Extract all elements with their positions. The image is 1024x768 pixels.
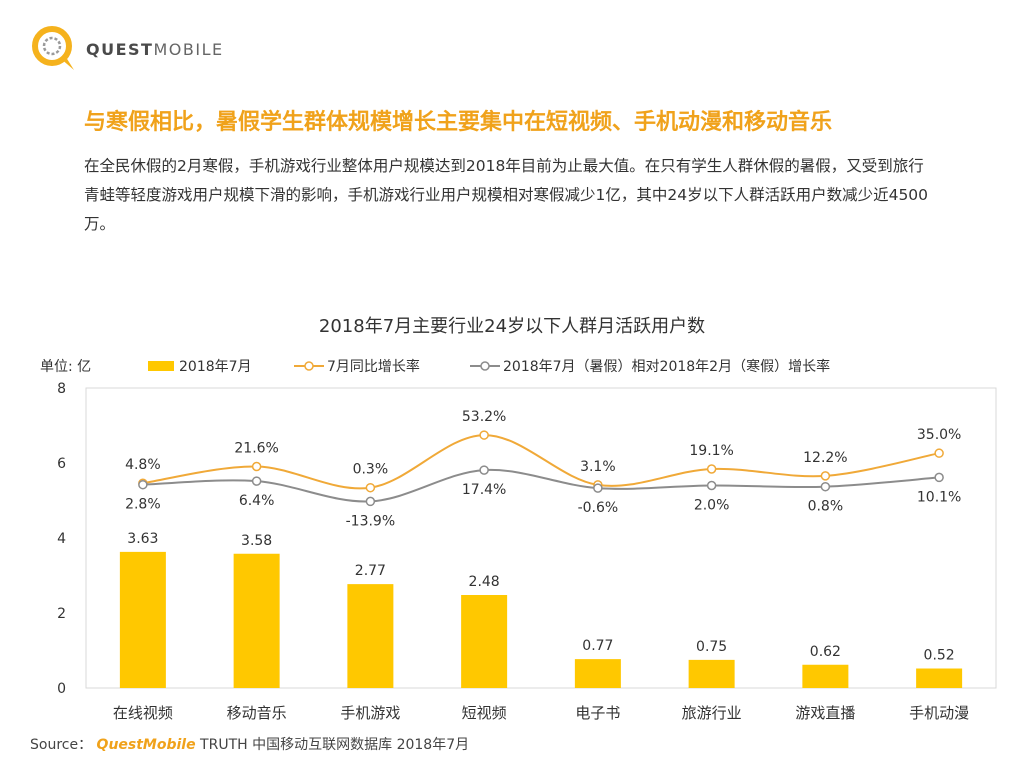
brand-name-bold: QUEST xyxy=(86,40,154,59)
point-vs-feb xyxy=(251,476,262,486)
point-vs-feb xyxy=(138,479,148,490)
legend-item-yoy: 7月同比增长率 xyxy=(294,356,420,376)
legend-yoy-swatch xyxy=(294,361,324,371)
y-tick-label: 0 xyxy=(57,681,66,697)
x-tick-label: 手机动漫 xyxy=(909,704,969,722)
y-tick-label: 2 xyxy=(57,606,66,622)
bar xyxy=(688,659,735,688)
line-yoy xyxy=(142,434,940,490)
label-vs-feb: -13.9% xyxy=(346,513,396,529)
legend-vs-feb-swatch xyxy=(470,361,500,371)
x-tick-label: 手机游戏 xyxy=(340,704,400,722)
point-yoy xyxy=(251,461,262,472)
x-tick-label: 游戏直播 xyxy=(795,704,855,722)
x-tick-label: 在线视频 xyxy=(113,704,173,722)
label-yoy: 21.6% xyxy=(234,441,278,457)
bar xyxy=(119,551,166,688)
unit-label: 单位: 亿 xyxy=(40,359,92,375)
y-tick-label: 8 xyxy=(57,381,66,397)
label-vs-feb: 17.4% xyxy=(462,482,506,498)
bar xyxy=(233,553,280,688)
description: 在全民休假的2月寒假，手机游戏行业整体用户规模达到2018年目前为止最大值。在只… xyxy=(84,157,929,233)
x-tick-label: 电子书 xyxy=(575,704,620,722)
source-text: TRUTH 中国移动互联网数据库 2018年7月 xyxy=(195,737,470,753)
bar xyxy=(916,668,963,688)
point-vs-feb xyxy=(365,496,376,507)
bar-value-label: 0.52 xyxy=(924,648,955,664)
bar xyxy=(574,659,621,688)
point-vs-feb xyxy=(479,465,489,475)
bar-value-label: 0.75 xyxy=(696,639,727,655)
label-vs-feb: 2.0% xyxy=(694,498,730,514)
bar-value-label: 3.58 xyxy=(241,533,272,549)
point-vs-feb xyxy=(593,483,603,493)
bar xyxy=(802,664,849,688)
point-yoy xyxy=(934,448,944,458)
point-vs-feb xyxy=(934,472,944,483)
legend-vs-feb-label: 2018年7月（暑假）相对2018年2月（寒假）增长率 xyxy=(503,359,831,375)
legend-yoy-label: 7月同比增长率 xyxy=(327,359,420,375)
bar-value-label: 0.77 xyxy=(582,638,613,654)
line-vs-feb xyxy=(142,468,940,503)
point-yoy xyxy=(820,471,831,481)
point-vs-feb xyxy=(820,481,831,492)
legend-item-vs-feb: 2018年7月（暑假）相对2018年2月（寒假）增长率 xyxy=(470,356,830,376)
label-yoy: 19.1% xyxy=(689,443,733,459)
label-yoy: 35.0% xyxy=(917,427,961,443)
point-yoy xyxy=(706,464,717,474)
point-yoy xyxy=(365,482,376,493)
y-tick-label: 6 xyxy=(57,456,66,472)
label-vs-feb: 0.8% xyxy=(808,499,844,515)
legend-bar-swatch xyxy=(148,361,174,371)
label-yoy: 3.1% xyxy=(580,459,616,475)
chart-title: 2018年7月主要行业24岁以下人群月活跃用户数 xyxy=(318,316,706,337)
brand-name-light: MOBILE xyxy=(153,40,224,59)
source-brand: QuestMobile xyxy=(96,737,196,753)
legend-bar-label: 2018年7月 xyxy=(179,359,252,375)
label-vs-feb: 10.1% xyxy=(917,489,961,505)
label-yoy: 0.3% xyxy=(353,462,389,478)
headline: 与寒假相比，暑假学生群体规模增长主要集中在短视频、手机动漫和移动音乐 xyxy=(84,110,833,135)
label-vs-feb: -0.6% xyxy=(578,500,619,516)
label-yoy: 12.2% xyxy=(803,450,847,466)
source-note: Source： QuestMobile TRUTH 中国移动互联网数据库 201… xyxy=(30,734,469,754)
bar-value-label: 3.63 xyxy=(127,531,158,547)
label-yoy: 4.8% xyxy=(125,457,161,473)
bar-value-label: 2.48 xyxy=(469,574,500,590)
label-yoy: 53.2% xyxy=(462,409,506,425)
point-vs-feb xyxy=(706,480,717,491)
label-vs-feb: 6.4% xyxy=(239,493,275,509)
brand-name: QUESTMOBILE xyxy=(86,40,224,59)
questmobile-logo-icon xyxy=(32,26,74,70)
source-label: Source： xyxy=(30,737,93,753)
x-tick-label: 移动音乐 xyxy=(227,704,287,722)
x-tick-label: 旅游行业 xyxy=(682,704,742,722)
bar xyxy=(461,595,508,688)
bar-value-label: 0.62 xyxy=(810,644,841,660)
bar-value-label: 2.77 xyxy=(355,563,386,579)
label-vs-feb: 2.8% xyxy=(125,497,161,513)
questmobile-logo: QUESTMOBILE xyxy=(30,24,240,74)
plot-frame xyxy=(85,387,997,689)
x-tick-label: 短视频 xyxy=(462,704,507,722)
y-tick-label: 4 xyxy=(57,531,66,547)
bar xyxy=(347,584,394,688)
legend-item-bar: 2018年7月 xyxy=(148,356,252,376)
point-yoy xyxy=(479,430,489,440)
